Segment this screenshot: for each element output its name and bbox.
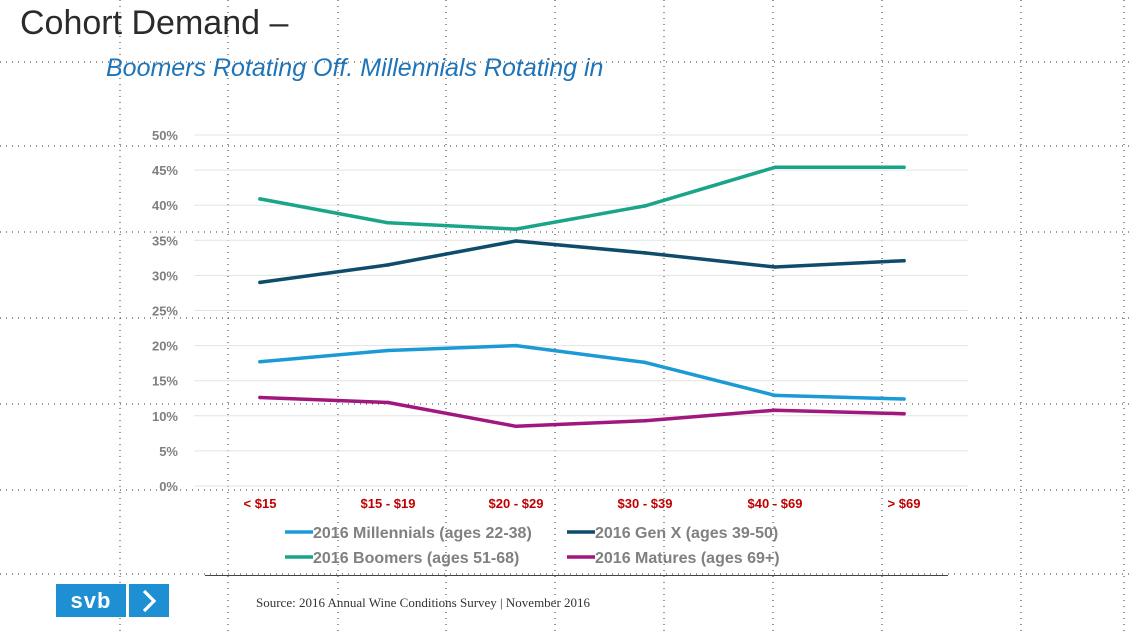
data-point — [773, 393, 777, 398]
data-point — [902, 397, 906, 401]
series-line — [258, 343, 906, 401]
x-tick-label: $30 - $39 — [618, 496, 673, 511]
chart-legend: 2016 Millennials (ages 22-38) 2016 Gen X … — [285, 525, 780, 567]
y-axis-ticks: 0% 5% 10% 15% 20% 25% 30% 35% 40% 45% 50% — [152, 128, 178, 494]
chart-gridlines — [194, 134, 968, 487]
data-point — [386, 221, 390, 225]
footer-rule — [205, 575, 948, 576]
y-tick-label: 35% — [152, 233, 178, 248]
data-point — [514, 239, 518, 243]
data-point — [258, 395, 262, 400]
data-point — [773, 265, 777, 269]
x-tick-label: $20 - $29 — [489, 496, 544, 511]
data-point — [773, 165, 777, 170]
data-point — [643, 204, 647, 208]
x-tick-label: $15 - $19 — [361, 496, 416, 511]
data-point — [902, 411, 906, 416]
data-point — [258, 197, 262, 201]
page-title: Cohort Demand – — [20, 4, 289, 42]
y-tick-label: 0% — [159, 479, 178, 494]
x-tick-label: $40 - $69 — [748, 496, 803, 511]
y-tick-label: 10% — [152, 409, 178, 424]
data-point — [643, 251, 647, 255]
data-point — [902, 165, 906, 170]
y-tick-label: 20% — [152, 339, 178, 354]
chart-series — [258, 165, 906, 429]
data-point — [902, 258, 906, 263]
y-tick-label: 50% — [152, 128, 178, 143]
logo-text: svb — [56, 584, 126, 617]
chevron-right-icon — [129, 584, 169, 617]
svb-logo: svb — [56, 584, 169, 617]
data-point — [514, 424, 518, 429]
y-tick-label: 25% — [152, 304, 178, 319]
legend-label: 2016 Gen X (ages 39-50) — [595, 525, 778, 542]
x-tick-label: < $15 — [244, 496, 277, 511]
series-line — [258, 395, 906, 429]
data-point — [258, 280, 262, 285]
series-line — [258, 165, 906, 231]
legend-label: 2016 Boomers (ages 51-68) — [313, 550, 519, 567]
x-axis-ticks: < $15 $15 - $19 $20 - $29 $30 - $39 $40 - $6… — [244, 496, 921, 511]
legend-label: 2016 Millennials (ages 22-38) — [313, 525, 532, 542]
data-point — [643, 418, 647, 423]
data-point — [773, 408, 777, 413]
data-point — [643, 360, 647, 365]
y-tick-label: 5% — [159, 444, 178, 459]
data-point — [386, 348, 390, 353]
data-point — [258, 359, 262, 364]
y-tick-label: 45% — [152, 163, 178, 178]
y-tick-label: 40% — [152, 198, 178, 213]
y-tick-label: 15% — [152, 374, 178, 389]
x-tick-label: > $69 — [888, 496, 921, 511]
data-point — [514, 227, 518, 231]
data-point — [386, 263, 390, 267]
data-point — [514, 343, 518, 348]
source-note: Source: 2016 Annual Wine Conditions Surv… — [256, 595, 591, 610]
series-line — [258, 239, 906, 285]
y-tick-label: 30% — [152, 268, 178, 283]
data-point — [386, 400, 390, 405]
page-subtitle: Boomers Rotating Off. Millennials Rotati… — [106, 54, 604, 82]
legend-label: 2016 Matures (ages 69+) — [595, 550, 780, 567]
